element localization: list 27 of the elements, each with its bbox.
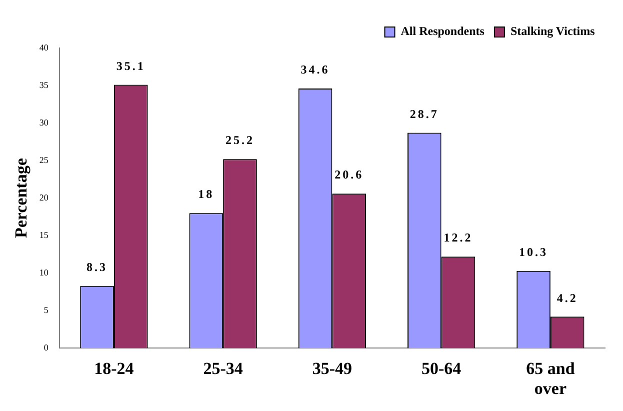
y-tick-label: 25 bbox=[39, 154, 49, 165]
x-tick-label: 50-64 bbox=[421, 358, 462, 378]
data-label: 8.3 bbox=[86, 260, 108, 274]
y-tick-label: 5 bbox=[44, 305, 49, 316]
y-tick-label: 10 bbox=[39, 268, 49, 278]
data-label: 18 bbox=[198, 187, 214, 202]
data-label: 35.1 bbox=[116, 58, 146, 73]
y-tick-label: 15 bbox=[39, 230, 49, 240]
y-tick-label: 0 bbox=[44, 342, 49, 353]
data-label: 10.3 bbox=[519, 244, 548, 259]
x-tick-label: 18-24 bbox=[94, 358, 134, 378]
data-label: 25.2 bbox=[225, 133, 254, 148]
y-axis-title: Percentage bbox=[12, 158, 31, 238]
y-tick-label: 40 bbox=[39, 42, 49, 52]
y-tick-label: 35 bbox=[39, 80, 49, 90]
data-label: 4.2 bbox=[556, 290, 578, 305]
y-tick-label: 20 bbox=[39, 192, 49, 202]
x-tick-label: 35-49 bbox=[312, 358, 352, 378]
data-label: 12.2 bbox=[444, 230, 473, 245]
legend-label: All Respondents bbox=[400, 24, 485, 38]
x-tick-label: 25-34 bbox=[203, 358, 244, 378]
data-label: 20.6 bbox=[334, 168, 364, 182]
data-label: 34.6 bbox=[300, 62, 330, 77]
x-tick-label: 65 and over bbox=[526, 358, 576, 398]
y-tick-label: 30 bbox=[39, 117, 49, 128]
data-label: 28.7 bbox=[410, 106, 439, 121]
legend-label: Stalking Victims bbox=[510, 24, 596, 38]
